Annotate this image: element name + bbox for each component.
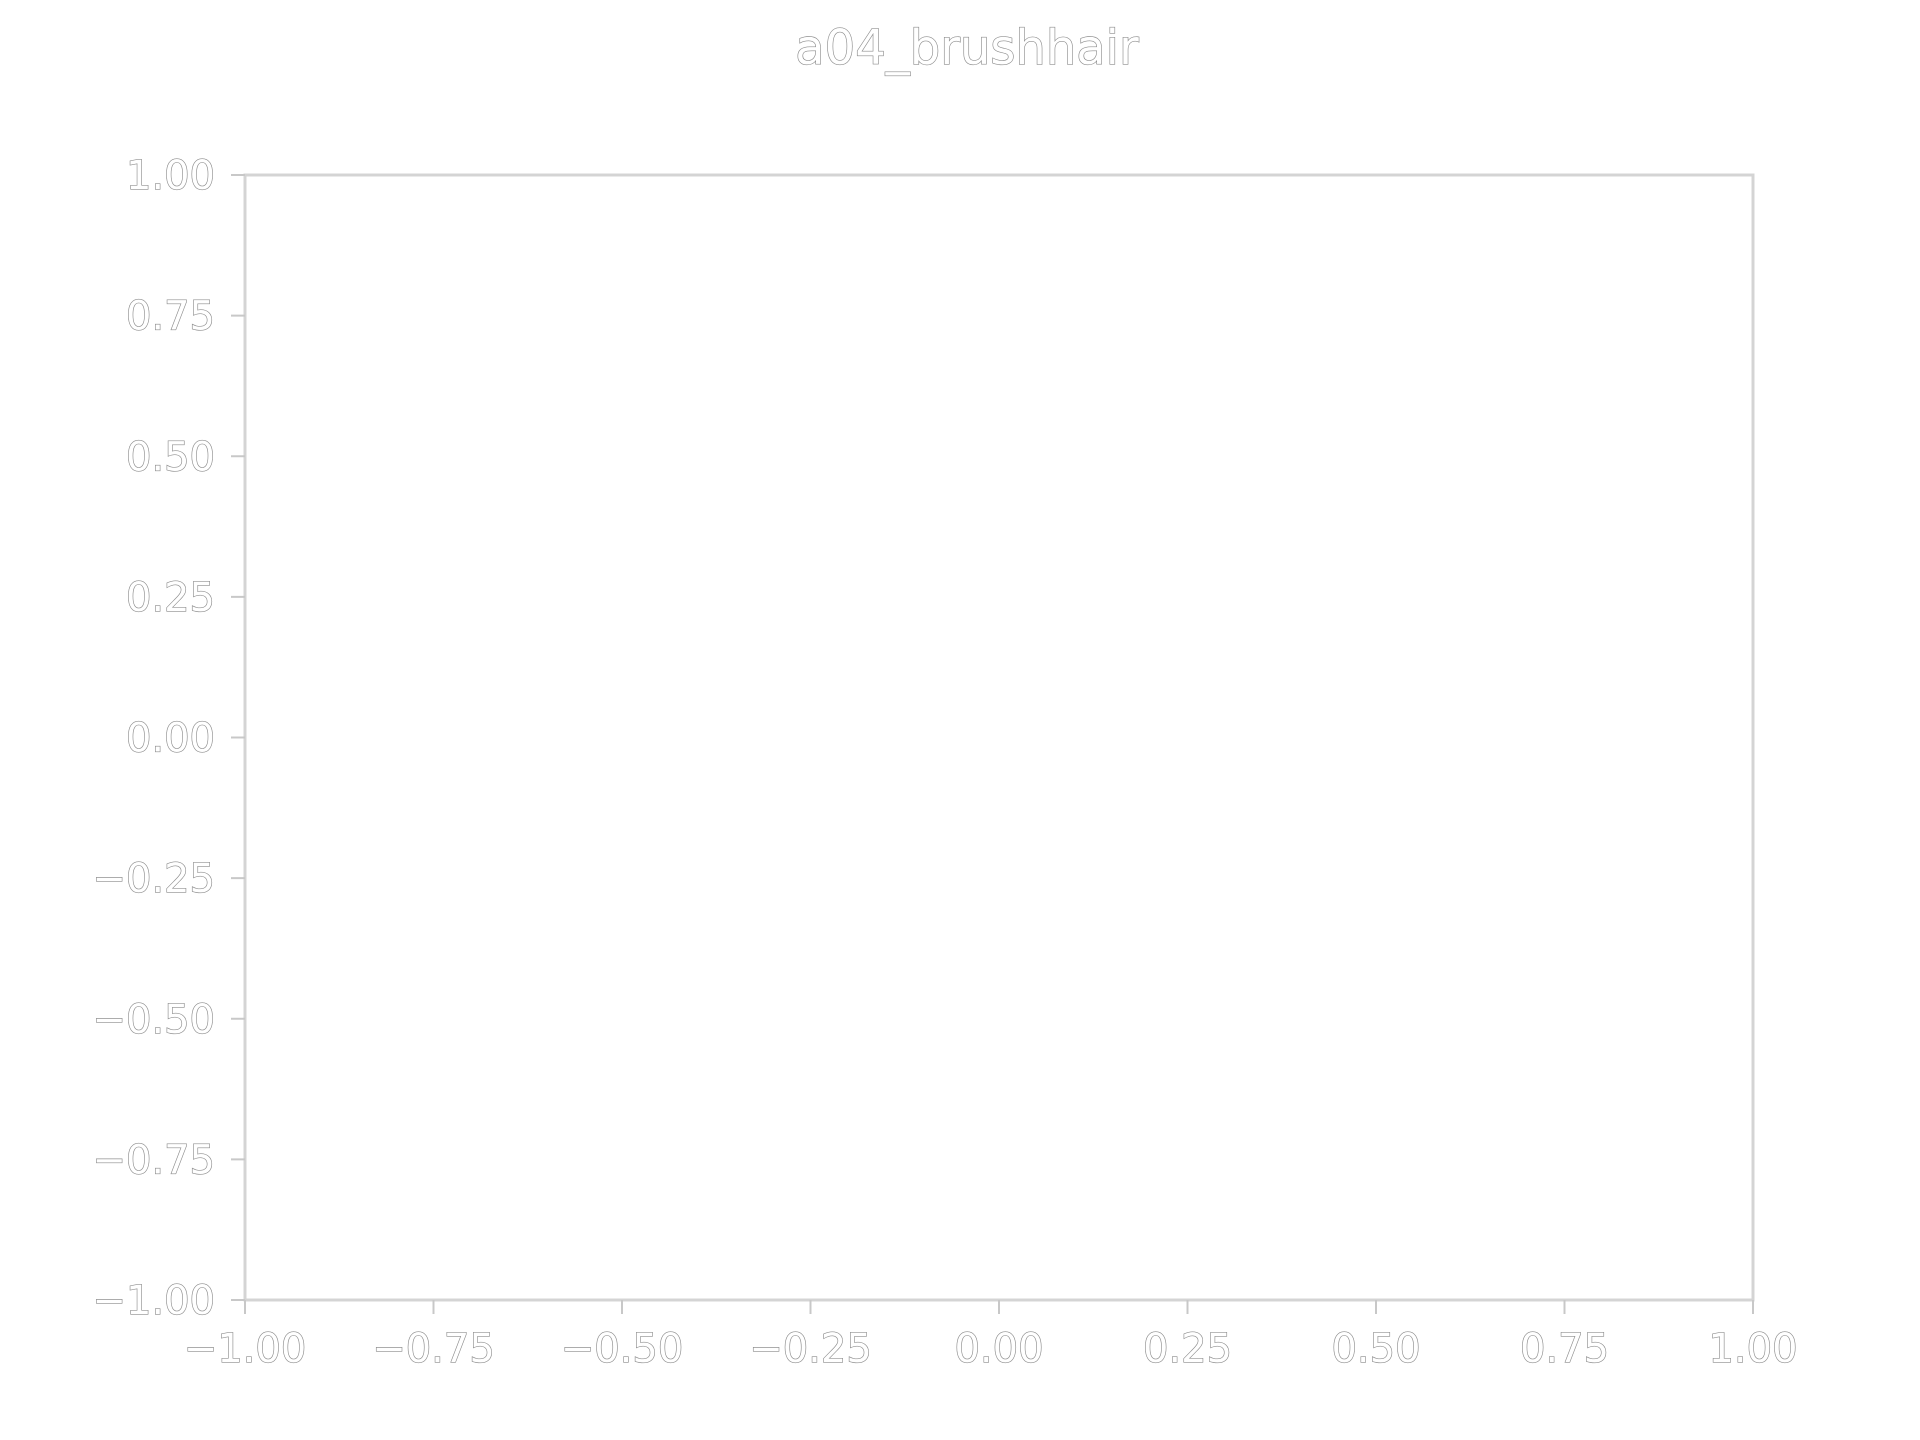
y-tick-label: 0.75 xyxy=(126,294,215,340)
x-tick-label: 0.25 xyxy=(1143,1326,1232,1372)
x-tick-label: 1.00 xyxy=(1708,1326,1797,1372)
y-tick-label: −0.50 xyxy=(92,997,215,1043)
chart-title: a04_brushhair xyxy=(795,20,1139,76)
x-axis: −1.00 −0.75 −0.50 −0.25 0.00 0.25 0.50 0.75 1.00 xyxy=(183,1300,1798,1373)
y-tick-label: 0.25 xyxy=(126,575,215,621)
y-axis: −1.00 −0.75 −0.50 −0.25 0.00 0.25 0.50 0.75 1.00 xyxy=(92,152,245,1325)
x-tick-label: −0.25 xyxy=(749,1326,872,1372)
plot-area xyxy=(243,173,1755,1302)
x-tick-label: 0.50 xyxy=(1331,1326,1420,1372)
x-tick-label: −0.75 xyxy=(372,1326,495,1372)
y-tick-label: 1.00 xyxy=(126,153,215,199)
y-tick-label: 0.00 xyxy=(126,716,215,762)
x-tick-label: 0.75 xyxy=(1520,1326,1609,1372)
y-tick-label: −0.75 xyxy=(92,1137,215,1183)
y-tick-label: −0.25 xyxy=(92,856,215,902)
y-tick-label: −1.00 xyxy=(92,1278,215,1324)
x-tick-label: −0.50 xyxy=(561,1326,684,1372)
x-tick-label: −1.00 xyxy=(184,1326,307,1372)
x-tick-label: 0.00 xyxy=(954,1326,1043,1372)
y-tick-label: 0.50 xyxy=(126,434,215,480)
